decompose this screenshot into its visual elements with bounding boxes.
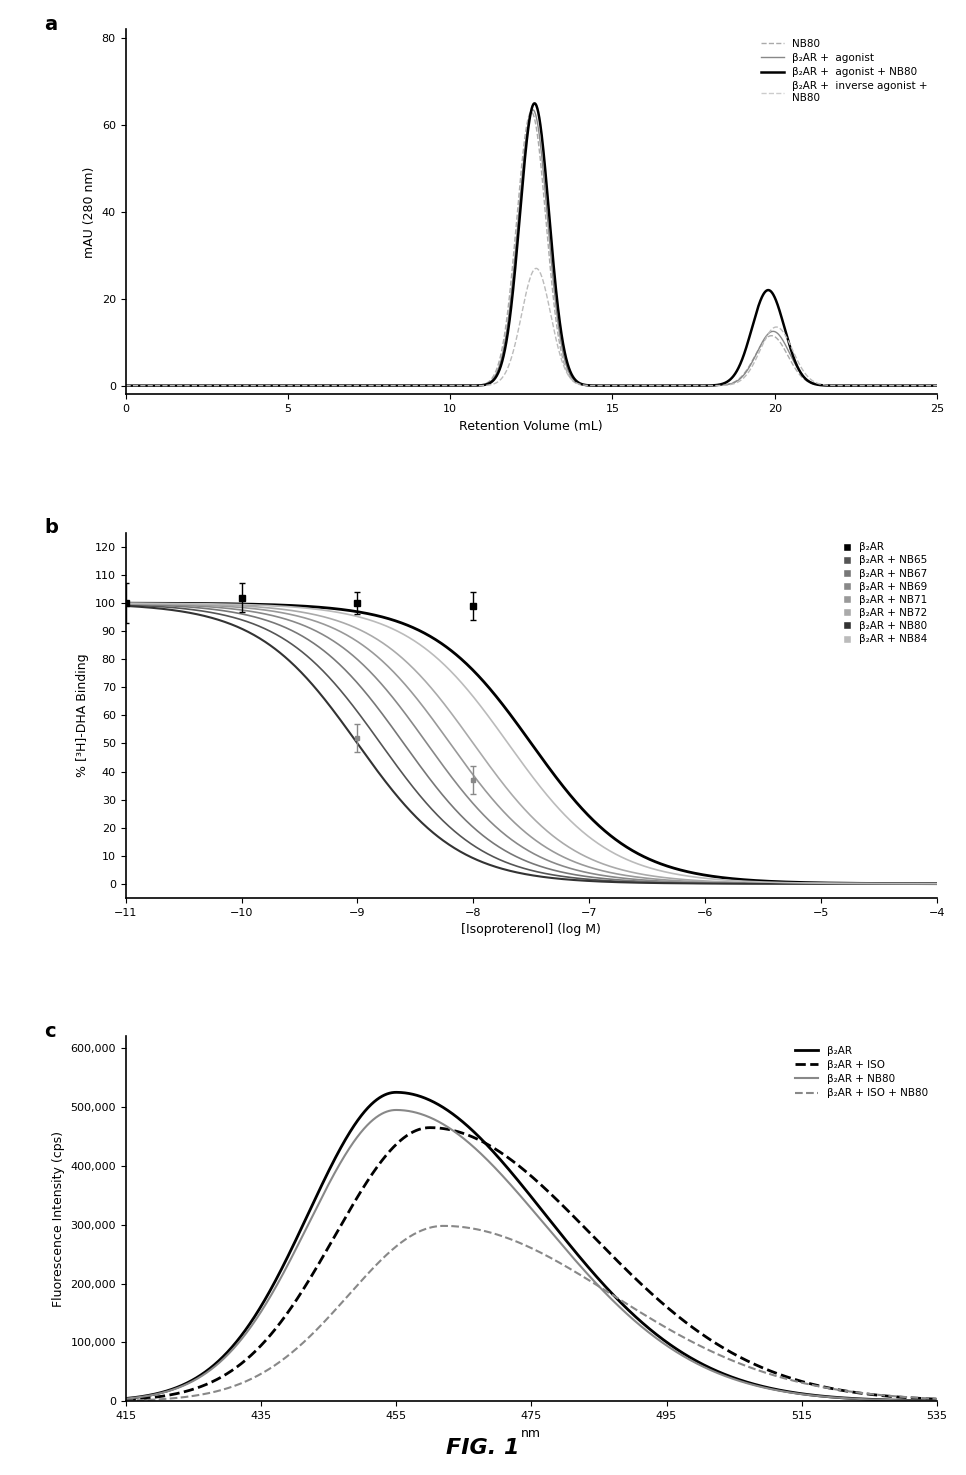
Y-axis label: mAU (280 nm): mAU (280 nm)	[83, 167, 97, 258]
X-axis label: [Isoproterenol] (log M): [Isoproterenol] (log M)	[462, 923, 601, 937]
Text: b: b	[44, 518, 58, 537]
Text: FIG. 1: FIG. 1	[446, 1438, 520, 1459]
Text: a: a	[44, 15, 58, 34]
Legend: β₂AR, β₂AR + ISO, β₂AR + NB80, β₂AR + ISO + NB80: β₂AR, β₂AR + ISO, β₂AR + NB80, β₂AR + IS…	[791, 1041, 932, 1102]
Legend: NB80, β₂AR +  agonist, β₂AR +  agonist + NB80, β₂AR +  inverse agonist +
NB80: NB80, β₂AR + agonist, β₂AR + agonist + N…	[756, 35, 932, 108]
X-axis label: Retention Volume (mL): Retention Volume (mL)	[460, 419, 603, 432]
Text: c: c	[44, 1022, 56, 1041]
Y-axis label: % [³H]-DHA Binding: % [³H]-DHA Binding	[76, 653, 89, 777]
Y-axis label: Fluorescence Intensity (cps): Fluorescence Intensity (cps)	[51, 1131, 65, 1307]
X-axis label: nm: nm	[522, 1426, 541, 1440]
Legend: β₂AR, β₂AR + NB65, β₂AR + NB67, β₂AR + NB69, β₂AR + NB71, β₂AR + NB72, β₂AR + NB: β₂AR, β₂AR + NB65, β₂AR + NB67, β₂AR + N…	[838, 538, 932, 649]
